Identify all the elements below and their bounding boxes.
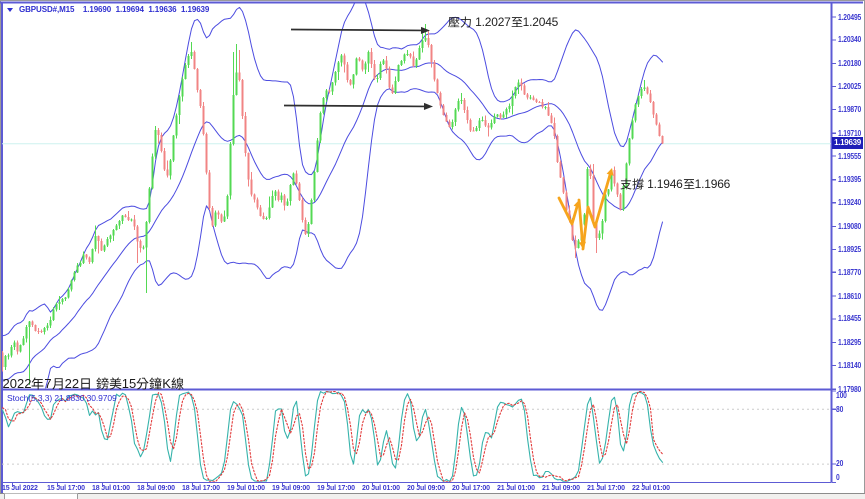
cjk-glyph [149,377,162,390]
time-axis-label: 21 Jul 01:00 [497,485,535,492]
price-axis-label: 1.18295 [838,338,862,348]
cjk-glyph [460,16,472,28]
price-axis-label: 1.20340 [838,35,862,45]
time-axis-label: 20 Jul 17:00 [452,485,490,492]
time-axis-label: 21 Jul 17:00 [587,485,625,492]
price-axis-label: 1.18925 [838,244,862,254]
price-axis-label: 1.18770 [838,267,862,277]
axis-ticks [11,16,836,487]
time-axis-label: 21 Jul 09:00 [542,485,580,492]
ohlc-low-value: 1.19636 [148,4,177,14]
price-axis-label: 1.19395 [838,175,862,185]
current-price-badge: 1.19639 [832,137,863,149]
cjk-glyph [136,377,149,390]
price-axis-label: 1.19080 [838,221,862,231]
time-axis-label: 20 Jul 09:00 [407,485,445,492]
price-axis-label: 1.19555 [838,151,862,161]
ohlc-close-value: 1.19639 [181,4,210,14]
time-axis-label: 19 Jul 09:00 [272,485,310,492]
time-axis-label: 19 Jul 17:00 [317,485,355,492]
stoch-axis-label: 20 [836,459,844,468]
stoch-axis-label: 80 [836,405,844,414]
resistance-annotation: 1.2027 1.2045 [448,15,558,29]
price-axis-label: 1.19240 [838,198,862,208]
chart-tab-bar [0,493,865,499]
stoch-axis-label: 100 [836,390,847,400]
chart-caption: 2022 7 22 15 K [3,376,184,391]
ohlc-open-value: 1.19690 [82,4,112,14]
cjk-glyph [109,377,122,390]
cjk-glyph [620,178,632,190]
cjk-glyph [96,377,109,390]
symbol-timeframe-label: GBPUSD#,M15 [19,4,75,14]
cjk-glyph [511,16,523,28]
time-axis-label: 15 Jul 2022 [2,485,38,492]
support-sketch [557,168,614,251]
resistance-arrows [283,26,433,111]
active-chart-tab[interactable] [4,493,78,499]
cjk-glyph [632,178,644,190]
time-axis-label: 18 Jul 01:00 [92,485,130,492]
time-axis-label: 18 Jul 17:00 [182,485,220,492]
price-axis-label: 1.18455 [838,314,862,324]
time-axis-label: 20 Jul 01:00 [362,485,400,492]
price-axis-label: 1.18610 [838,291,862,301]
cjk-glyph [79,377,92,390]
price-axis-label: 1.20495 [838,12,862,22]
bollinger-bands [2,3,663,389]
price-axis-label: 1.20025 [838,82,862,92]
time-axis-label: 15 Jul 17:00 [47,485,85,492]
candlesticks [2,24,664,385]
price-axis-label: 1.19710 [838,128,862,138]
time-axis-label: 22 Jul 01:00 [632,485,670,492]
price-axis-label: 1.20180 [838,59,862,69]
cjk-glyph [52,377,65,390]
price-axis-label: 1.19870 [838,105,862,114]
time-axis-label: 18 Jul 09:00 [137,485,175,492]
time-axis-label: 19 Jul 01:00 [227,485,265,492]
cjk-glyph [171,377,184,390]
price-axis-label: 1.18140 [838,361,862,370]
stoch-axis-label: 0 [836,473,840,482]
symbol-dropdown-icon[interactable] [7,7,13,12]
stochastic-pane [2,391,831,482]
ohlc-high-value: 1.19694 [115,4,144,14]
cjk-glyph [448,16,460,28]
support-annotation: 1.1946 1.1966 [620,177,730,191]
tab-bar-border [0,493,865,494]
stochastic-indicator-header: Stoch(5,3,3) 21.8830 30.9709 [7,393,117,403]
cjk-glyph [683,178,695,190]
price-axis-label: 1.17980 [838,384,862,394]
symbol-info-bar[interactable]: GBPUSD#,M15 1.19690 1.19694 1.19636 1.19… [6,3,209,15]
cjk-glyph [31,377,44,390]
